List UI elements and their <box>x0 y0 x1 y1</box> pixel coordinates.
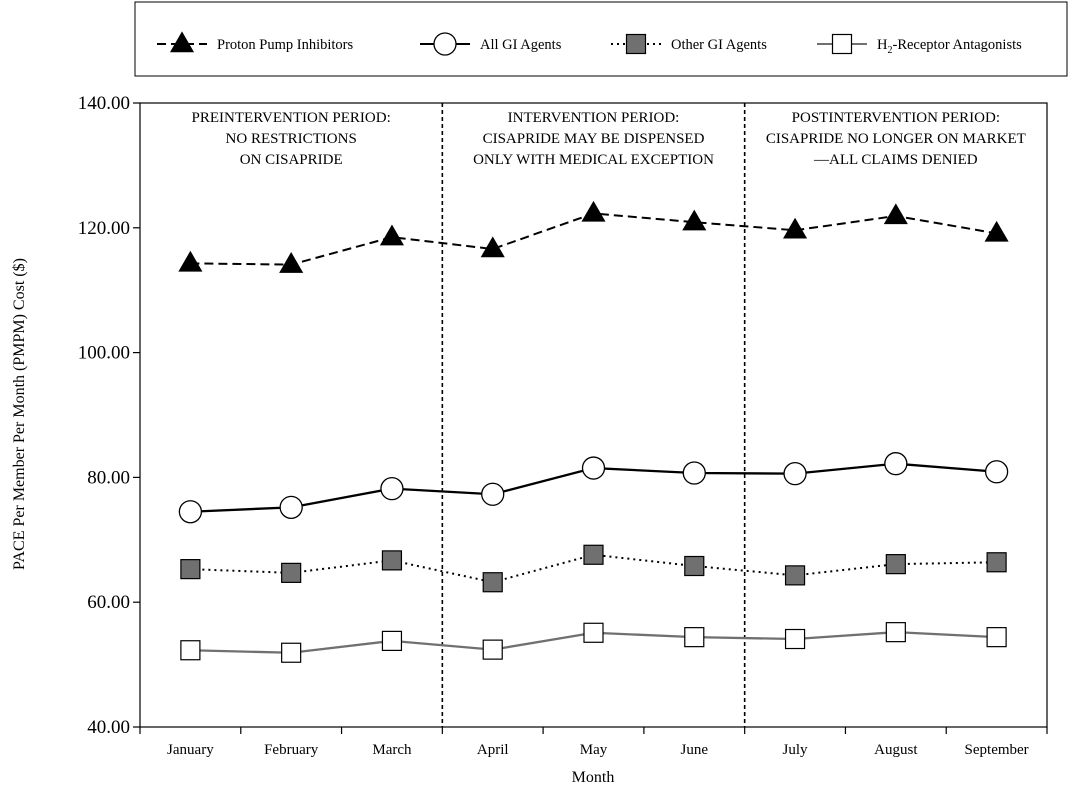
y-axis: 40.00 60.00 80.00 100.00 120.00 140.00 <box>78 93 140 738</box>
y-tick-label: 60.00 <box>87 592 130 613</box>
data-point <box>581 456 606 480</box>
data-point <box>783 462 807 486</box>
legend-marker <box>433 32 457 56</box>
data-point <box>784 628 806 650</box>
period-label-line: CISAPRIDE NO LONGER ON MARKET <box>766 131 1026 147</box>
x-tick-label: August <box>874 742 918 758</box>
legend-label-subscript: 2 <box>887 45 892 56</box>
data-point <box>379 224 404 246</box>
data-point <box>482 639 503 660</box>
period-label-line: INTERVENTION PERIOD: <box>508 110 680 126</box>
x-tick-label: March <box>372 742 412 758</box>
period-label-line: ON CISAPRIDE <box>240 152 343 168</box>
legend-marker <box>831 33 853 55</box>
x-axis-title: Month <box>572 769 615 786</box>
period-label-line: POSTINTERVENTION PERIOD: <box>792 110 1000 126</box>
legend-label: All GI Agents <box>480 37 562 53</box>
x-tick-label: July <box>783 742 809 758</box>
data-point <box>581 200 606 222</box>
data-point <box>481 482 505 506</box>
data-point <box>381 550 403 571</box>
period-label-line: CISAPRIDE MAY BE DISPENSED <box>483 131 705 147</box>
data-point <box>783 217 808 239</box>
series-markers <box>178 200 1009 663</box>
data-point <box>178 500 203 524</box>
x-tick-label: January <box>167 742 214 758</box>
period-label: PREINTERVENTION PERIOD: NO RESTRICTIONS ON… <box>192 110 391 168</box>
x-tick-label: February <box>264 742 319 758</box>
data-point <box>279 252 304 273</box>
data-point <box>583 622 604 643</box>
legend-label: H2-Receptor Antagonists <box>877 37 1022 56</box>
data-point <box>380 476 404 501</box>
data-point <box>984 460 1009 484</box>
data-point <box>885 622 906 643</box>
data-point <box>682 209 707 231</box>
y-axis-title: PACE Per Member Per Month (PMPM) Cost ($… <box>11 258 28 570</box>
legend-items: Proton Pump Inhibitors All GI Agents Other… <box>157 31 1022 56</box>
legend-box <box>134 1 1068 77</box>
data-point <box>883 203 908 225</box>
data-point <box>885 554 906 575</box>
legend-label-main: H <box>877 37 888 53</box>
data-point <box>583 544 604 565</box>
period-label: INTERVENTION PERIOD: CISAPRIDE MAY BE DIS… <box>473 110 714 168</box>
plot-area <box>139 102 1048 728</box>
data-point <box>986 627 1007 648</box>
data-point <box>281 562 302 583</box>
legend-label: Other GI Agents <box>671 37 767 53</box>
legend-marker <box>169 31 195 53</box>
data-point <box>480 236 505 258</box>
data-point <box>884 452 908 476</box>
data-point <box>684 627 705 648</box>
y-tick-label: 100.00 <box>78 343 130 364</box>
data-point <box>784 565 806 586</box>
data-point <box>381 630 403 651</box>
legend: Proton Pump Inhibitors All GI Agents Other… <box>134 1 1068 77</box>
series-lines <box>190 212 997 654</box>
data-point <box>180 640 201 661</box>
x-axis: January February March April May June July Augu… <box>139 727 1048 758</box>
data-point <box>180 559 201 580</box>
period-label-line: PREINTERVENTION PERIOD: <box>192 110 391 126</box>
period-label-line: NO RESTRICTIONS <box>226 131 357 147</box>
x-tick-label: June <box>681 742 709 758</box>
legend-label: Proton Pump Inhibitors <box>217 37 354 53</box>
y-tick-label: 140.00 <box>78 93 130 114</box>
data-point <box>281 642 302 663</box>
period-labels: PREINTERVENTION PERIOD: NO RESTRICTIONS ON… <box>192 110 1026 168</box>
y-tick-label: 40.00 <box>87 717 130 738</box>
data-point <box>682 461 706 485</box>
x-tick-label: April <box>477 742 509 758</box>
data-point <box>684 555 705 577</box>
period-label-line: ONLY WITH MEDICAL EXCEPTION <box>473 152 714 168</box>
legend-marker <box>625 33 647 55</box>
y-tick-label: 80.00 <box>87 467 130 488</box>
legend-label-rest: -Receptor Antagonists <box>892 37 1022 53</box>
data-point <box>279 495 303 520</box>
period-dividers <box>441 103 746 727</box>
period-label: POSTINTERVENTION PERIOD: CISAPRIDE NO LON… <box>766 110 1026 168</box>
data-point <box>986 552 1007 573</box>
x-tick-label: September <box>965 742 1029 758</box>
data-point <box>482 572 503 593</box>
x-tick-label: May <box>580 742 608 758</box>
y-tick-label: 120.00 <box>78 218 130 239</box>
data-point <box>984 220 1009 242</box>
period-label-line: —ALL CLAIMS DENIED <box>813 152 978 168</box>
data-point <box>178 250 203 272</box>
